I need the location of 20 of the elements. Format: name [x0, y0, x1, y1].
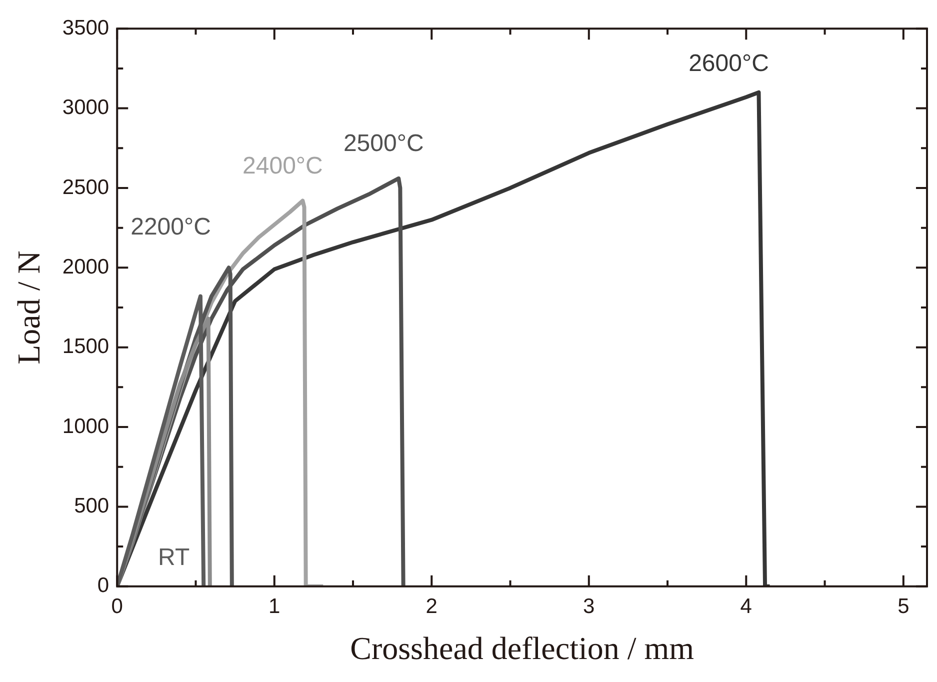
series-label: 2200°C [130, 213, 211, 240]
y-tick-label: 0 [97, 574, 110, 598]
y-tick-label: 2500 [62, 176, 110, 199]
y-tick-label: 3500 [62, 16, 110, 40]
x-tick-label: 5 [898, 594, 910, 618]
y-tick-label: 500 [74, 494, 110, 518]
y-tick-label: 1500 [62, 335, 110, 358]
y-tick-label: 3000 [62, 96, 110, 120]
series-label: 2500°C [343, 130, 424, 158]
series-label: RT [158, 544, 190, 572]
x-axis-title: Crosshead deflection / mm [350, 630, 694, 666]
x-tick-label: 3 [583, 594, 595, 618]
y-tick-label: 2000 [62, 255, 110, 278]
y-axis-title: Load / N [10, 250, 47, 364]
series-label: 2400°C [242, 152, 323, 180]
x-tick-label: 4 [740, 594, 752, 618]
series-label: 2600°C [688, 50, 769, 77]
x-tick-label: 2 [426, 594, 438, 618]
y-tick-label: 1000 [62, 414, 110, 438]
x-tick-label: 1 [268, 594, 280, 618]
